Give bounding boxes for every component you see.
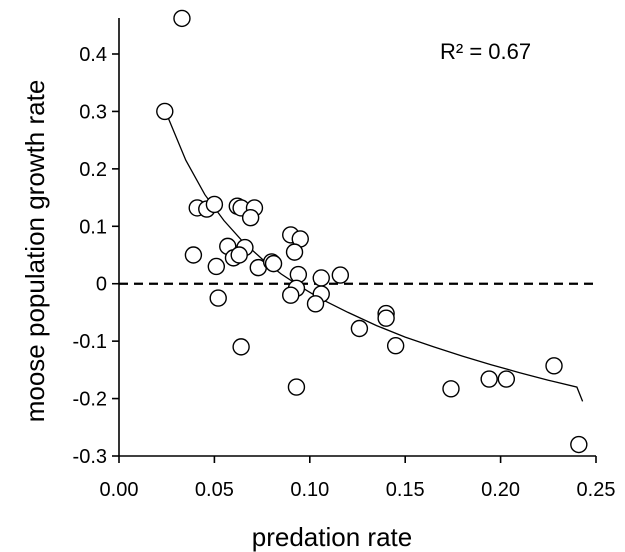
y-tick-label: 0.3 (79, 101, 107, 123)
data-point (287, 378, 306, 396)
y-tick-label: 0.1 (79, 216, 107, 238)
x-tick-label: 0.25 (577, 479, 616, 501)
trend-curve (166, 114, 584, 402)
data-point (312, 269, 330, 287)
data-point (570, 435, 588, 454)
r-squared-annotation: R² = 0.67 (440, 39, 531, 64)
data-point (285, 243, 304, 261)
y-tick-label: -0.3 (73, 446, 107, 468)
data-point (232, 338, 250, 356)
x-tick-label: 0.10 (290, 479, 329, 501)
data-point (545, 357, 563, 375)
data-point (173, 9, 191, 28)
data-point (264, 254, 283, 273)
data-point (350, 319, 369, 338)
y-tick-label: 0 (96, 274, 107, 296)
data-point (386, 337, 405, 355)
x-tick-label: 0.05 (195, 479, 234, 501)
y-tick-label: 0.4 (79, 44, 107, 66)
data-point (497, 370, 516, 388)
y-tick-label: -0.2 (73, 389, 107, 411)
data-point (480, 370, 498, 388)
data-point (156, 102, 174, 121)
data-point (207, 257, 226, 276)
plot-area: 0.40.30.20.10-0.1-0.2-0.30.00 0.05 0.10 0.1… (73, 9, 616, 501)
data-point (209, 289, 227, 307)
data-point (442, 380, 460, 398)
data-point (184, 246, 203, 264)
y-tick-label: -0.1 (73, 331, 107, 353)
x-tick-label: 0.00 (100, 479, 139, 501)
x-tick-label: 0.15 (386, 479, 425, 501)
x-axis-title: predation rate (252, 522, 412, 552)
data-point (306, 295, 325, 313)
data-point (377, 309, 395, 327)
data-point (331, 266, 350, 284)
data-point (230, 246, 248, 264)
y-tick-label: 0.2 (79, 159, 107, 181)
x-tick-label: 0.20 (481, 479, 520, 501)
y-axis-title: moose population growth rate (20, 80, 50, 423)
data-point (241, 208, 260, 227)
data-point (282, 286, 300, 304)
data-point (205, 195, 224, 214)
